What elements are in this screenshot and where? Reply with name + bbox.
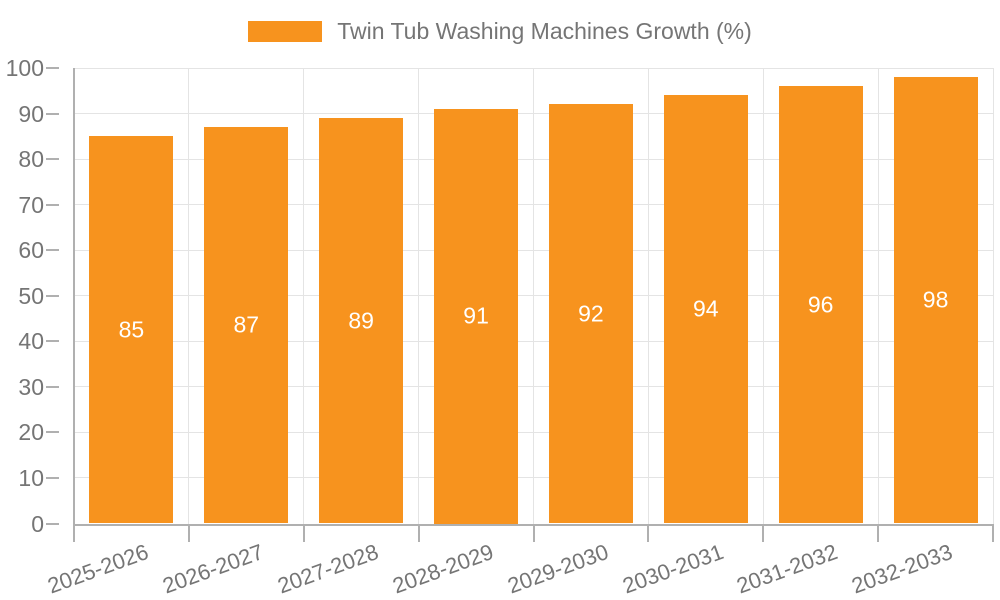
bar-value-label: 85 — [118, 316, 145, 343]
y-axis-tick — [46, 385, 59, 388]
x-axis-category-label: 2032-2033 — [848, 539, 957, 599]
y-axis-tick-label: 40 — [18, 328, 44, 355]
x-gridline — [877, 68, 879, 524]
bar-value-label: 98 — [922, 286, 949, 313]
y-axis-tick-label: 30 — [18, 373, 44, 400]
y-axis-tick — [46, 249, 59, 252]
bar-2032-2033[interactable]: 98 — [893, 77, 978, 524]
x-gridline — [418, 68, 420, 524]
y-axis-tick-label: 0 — [31, 510, 44, 537]
x-axis-category-label: 2027-2028 — [274, 539, 382, 599]
x-axis-category-label: 2026-2027 — [159, 539, 267, 599]
y-axis-tick-label: 80 — [18, 146, 44, 173]
y-axis-tick-label: 70 — [18, 191, 44, 218]
bar-value-label: 91 — [463, 302, 489, 329]
x-axis-tick — [187, 523, 190, 542]
x-axis-tick — [992, 523, 994, 542]
y-axis-tick-label: 90 — [18, 100, 44, 127]
x-axis-tick — [532, 523, 535, 542]
y-axis-tick — [46, 158, 59, 161]
y-axis-tick-label: 50 — [18, 282, 44, 309]
y-axis-tick — [46, 431, 59, 434]
bar-2027-2028[interactable]: 89 — [319, 118, 404, 524]
bar-value-label: 94 — [693, 295, 719, 322]
x-axis-tick — [877, 523, 880, 542]
x-axis-category-label: 2029-2030 — [504, 539, 612, 599]
y-axis-tick-label: 100 — [5, 55, 44, 81]
x-axis-category-label: 2031-2032 — [733, 539, 842, 599]
y-axis-tick — [46, 67, 59, 69]
x-gridline — [992, 68, 994, 524]
x-gridline — [533, 68, 534, 524]
x-axis-category-label: 2028-2029 — [389, 539, 497, 599]
bar-2025-2026[interactable]: 85 — [89, 136, 174, 524]
y-axis-tick — [46, 476, 59, 479]
y-axis-tick-label: 10 — [18, 464, 44, 491]
x-axis-tick — [302, 523, 305, 542]
y-axis-tick — [46, 522, 59, 525]
bar-value-label: 89 — [348, 307, 374, 334]
x-axis-category-label: 2030-2031 — [618, 539, 727, 599]
legend[interactable]: Twin Tub Washing Machines Growth (%) — [0, 18, 1000, 45]
bar-2030-2031[interactable]: 94 — [663, 95, 748, 524]
x-axis-tick — [762, 523, 765, 542]
x-axis-category-label: 2025-2026 — [44, 539, 152, 599]
x-axis-tick — [647, 523, 650, 542]
bar-2028-2029[interactable]: 91 — [434, 109, 519, 524]
legend-label: Twin Tub Washing Machines Growth (%) — [337, 18, 752, 44]
bar-2029-2030[interactable]: 92 — [548, 104, 633, 524]
y-axis-line — [73, 68, 75, 541]
x-axis-line — [73, 523, 994, 526]
x-gridline — [188, 68, 190, 524]
x-gridline — [647, 68, 649, 524]
bar-2026-2027[interactable]: 87 — [204, 127, 289, 524]
bar-2031-2032[interactable]: 96 — [778, 86, 863, 524]
x-gridline — [303, 68, 305, 524]
x-gridline — [762, 68, 764, 524]
bar-value-label: 92 — [578, 300, 604, 327]
y-axis-tick — [46, 294, 59, 297]
y-axis-tick — [46, 340, 59, 343]
bar-value-label: 87 — [233, 311, 260, 338]
x-axis-tick — [417, 523, 420, 542]
y-axis-tick — [46, 112, 59, 115]
bar-value-label: 96 — [807, 291, 834, 318]
y-axis-tick-label: 20 — [18, 419, 44, 446]
y-axis-tick — [46, 203, 59, 206]
y-axis-tick-label: 60 — [18, 237, 44, 264]
legend-swatch-icon — [248, 21, 323, 42]
